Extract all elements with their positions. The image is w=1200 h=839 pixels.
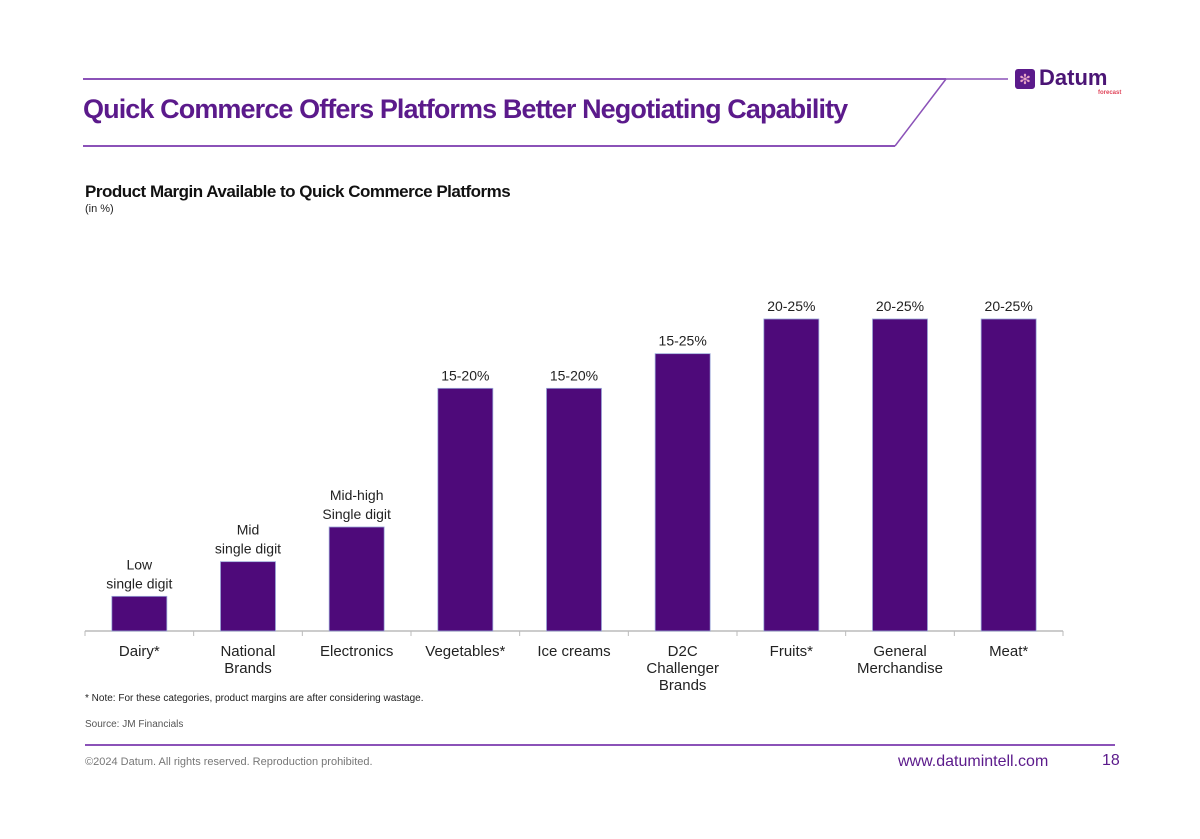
data-label: single digit [215,541,281,557]
header-slash [894,78,947,147]
chart-subtitle: (in %) [85,203,114,215]
category-label: Ice creams [537,643,610,660]
bar [220,561,276,632]
data-label: 15-25% [659,333,707,349]
data-label: Mid-high [330,487,384,503]
category-label: Brands [659,677,707,694]
data-label: 15-20% [441,367,489,383]
asterisk-flower-icon: ✻ [1015,69,1035,89]
bar [546,387,602,632]
data-label: Mid [237,522,260,538]
copyright: ©2024 Datum. All rights reserved. Reprod… [85,756,373,768]
category-label: Dairy* [119,643,160,660]
chart-title: Product Margin Available to Quick Commer… [85,182,511,201]
data-label: 20-25% [767,298,815,314]
bar [437,387,494,632]
data-label: 20-25% [876,298,924,314]
data-label: 20-25% [985,298,1033,314]
logo-subtext: forecast [1098,90,1122,96]
footnote: * Note: For these categories, product ma… [85,693,424,704]
datum-logo: ✻ Datum [1015,66,1107,90]
page-number: 18 [1102,752,1120,769]
header-frame [83,78,1008,147]
category-label: Brands [224,660,272,677]
bar [872,318,928,632]
bar [328,526,385,632]
data-label: 15-20% [550,367,598,383]
page-title: Quick Commerce Offers Platforms Better N… [83,94,848,124]
data-label: single digit [106,575,172,591]
category-label: Vegetables* [425,643,505,660]
category-label: General [873,643,926,660]
category-label: Fruits* [770,643,814,660]
data-label: Low [126,556,153,572]
category-label: Merchandise [857,660,943,677]
category-label: Meat* [989,643,1028,660]
bar [980,318,1037,632]
category-label: D2C [668,643,698,660]
logo-text: Datum [1039,65,1108,90]
category-label: National [220,643,275,660]
website-link[interactable]: www.datumintell.com [898,753,1049,770]
source-note: Source: JM Financials [85,719,184,730]
category-label: Challenger [646,660,719,677]
bar [763,318,820,632]
data-label: Single digit [322,506,391,522]
bar [111,595,168,632]
category-label: Electronics [320,643,393,660]
footer-divider [85,744,1115,746]
bar [654,353,711,632]
